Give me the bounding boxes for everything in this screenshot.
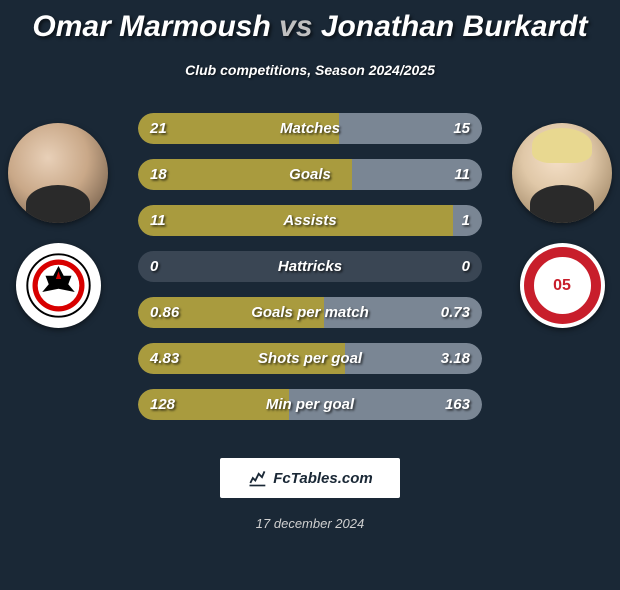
- comparison-content: 05 2115Matches 1811Goals 111Assists 0 0Hattr…: [0, 113, 620, 433]
- stat-value-left: 0: [150, 251, 158, 282]
- stat-row: 1811Goals: [138, 159, 482, 190]
- stat-label: Hattricks: [138, 251, 482, 282]
- stat-bars: 2115Matches 1811Goals 111Assists 0 0Hattrick…: [138, 113, 482, 420]
- stat-bar-right: [352, 159, 482, 190]
- stat-bar-right: [289, 389, 482, 420]
- player1-club-logo: [16, 243, 101, 328]
- date-stamp: 17 december 2024: [0, 516, 620, 531]
- comparison-title: Omar Marmoush vs Jonathan Burkardt: [0, 10, 620, 44]
- stat-row: 4.833.18Shots per goal: [138, 343, 482, 374]
- title-player2: Jonathan Burkardt: [321, 10, 588, 43]
- stat-bar-right: [339, 113, 482, 144]
- left-column: [8, 123, 108, 328]
- right-column: 05: [512, 123, 612, 328]
- stat-row: 128163Min per goal: [138, 389, 482, 420]
- subtitle: Club competitions, Season 2024/2025: [0, 62, 620, 78]
- stat-row: 0.860.73Goals per match: [138, 297, 482, 328]
- stat-row: 0 0Hattricks: [138, 251, 482, 282]
- title-vs: vs: [279, 10, 312, 43]
- stat-row: 2115Matches: [138, 113, 482, 144]
- stat-row: 111Assists: [138, 205, 482, 236]
- stat-bar-left: [138, 159, 352, 190]
- stat-bar-left: [138, 113, 339, 144]
- player2-club-logo: 05: [520, 243, 605, 328]
- player1-avatar: [8, 123, 108, 223]
- stat-bar-left: [138, 343, 345, 374]
- chart-icon: [247, 468, 267, 488]
- stat-bar-right: [453, 205, 482, 236]
- brand-badge: FcTables.com: [220, 458, 400, 498]
- stat-bar-left: [138, 389, 289, 420]
- player2-avatar: [512, 123, 612, 223]
- stat-bar-left: [138, 297, 324, 328]
- title-player1: Omar Marmoush: [32, 10, 270, 43]
- stat-bar-left: [138, 205, 453, 236]
- stat-value-right: 0: [462, 251, 470, 282]
- stat-bar-right: [345, 343, 482, 374]
- player2-club-short: 05: [540, 263, 585, 308]
- stat-bar-right: [324, 297, 482, 328]
- brand-text: FcTables.com: [273, 470, 372, 487]
